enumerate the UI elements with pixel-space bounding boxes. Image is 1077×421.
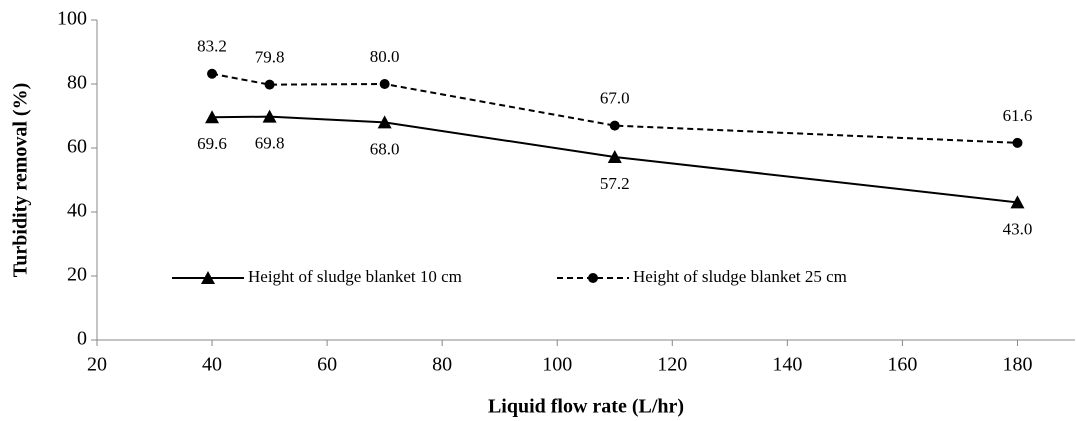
y-tick-label: 0 xyxy=(77,328,87,350)
series-line xyxy=(211,72,1018,144)
y-tick-label: 100 xyxy=(57,8,87,30)
data-point xyxy=(609,120,620,131)
data-label: 83.2 xyxy=(197,37,227,56)
x-tick-label: 100 xyxy=(542,354,572,376)
y-tick-label: 80 xyxy=(67,72,87,94)
y-tick-label: 20 xyxy=(67,264,87,286)
y-tick-label: 60 xyxy=(67,136,87,158)
legend-label: Height of sludge blanket 10 cm xyxy=(248,267,462,286)
x-tick-label: 80 xyxy=(432,354,452,376)
legend-marker xyxy=(588,273,598,283)
x-tick-label: 160 xyxy=(887,354,917,376)
x-tick-label: 140 xyxy=(772,354,802,376)
y-axis-title: Turbidity removal (%) xyxy=(10,83,32,277)
data-label: 43.0 xyxy=(1003,219,1033,238)
x-tick-label: 20 xyxy=(87,354,107,376)
x-tick-label: 40 xyxy=(202,354,222,376)
x-tick-label: 60 xyxy=(317,354,337,376)
data-point xyxy=(1012,137,1023,148)
x-axis-title: Liquid flow rate (L/hr) xyxy=(488,396,684,418)
data-label: 67.0 xyxy=(600,89,630,108)
legend-marker xyxy=(201,271,215,284)
data-label: 80.0 xyxy=(370,47,400,66)
data-point xyxy=(1010,195,1025,209)
x-tick-label: 180 xyxy=(1002,354,1032,376)
data-point xyxy=(607,149,622,163)
data-point xyxy=(262,109,277,123)
data-point xyxy=(377,115,392,129)
data-point xyxy=(264,79,275,90)
data-label: 57.2 xyxy=(600,174,630,193)
x-tick-label: 120 xyxy=(657,354,687,376)
legend-label: Height of sludge blanket 25 cm xyxy=(633,267,847,286)
data-label: 68.0 xyxy=(370,139,400,158)
data-label: 69.8 xyxy=(255,134,285,153)
data-label: 69.6 xyxy=(197,134,227,153)
data-point xyxy=(205,110,220,124)
data-point xyxy=(379,79,390,89)
y-tick-label: 40 xyxy=(67,200,87,222)
data-label: 61.6 xyxy=(1003,106,1033,125)
data-label: 79.8 xyxy=(255,48,285,67)
data-point xyxy=(207,68,218,79)
